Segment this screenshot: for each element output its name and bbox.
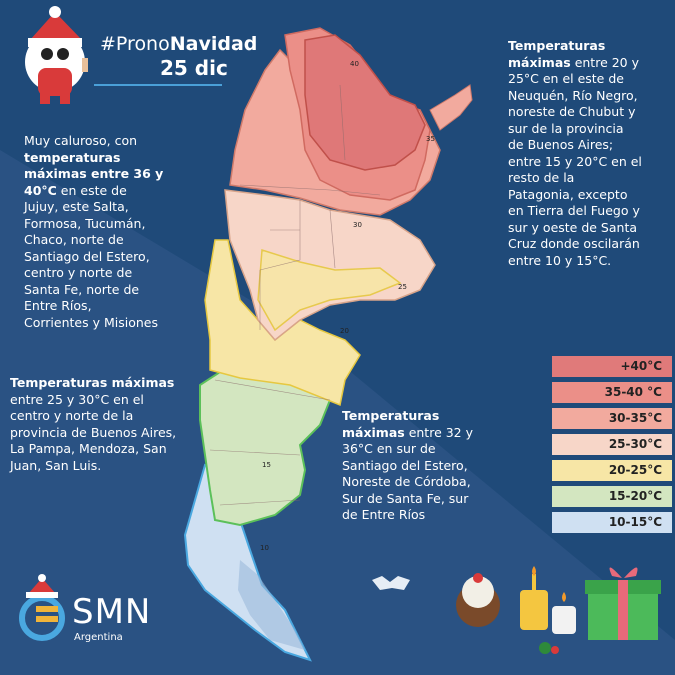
header-underline [94, 84, 222, 86]
legend-item-30-35: 30-35°C [552, 408, 672, 429]
south-region-text: Temperaturas máximas entre 20 y 25°C en … [508, 38, 642, 268]
santa-illustration [25, 6, 88, 104]
legend-item-15-20: 15-20°C [552, 486, 672, 507]
misiones-zone [429, 84, 473, 131]
legend-item-20-25: 20-25°C [552, 460, 672, 481]
argentina-map: 40 35 30 25 20 15 10 [183, 27, 473, 662]
province-borders [209, 84, 381, 506]
background-diagonal-band [0, 150, 675, 675]
isotherm-label-10: 10 [260, 544, 269, 552]
legend-item-10-15: 10-15°C [552, 512, 672, 533]
hashtag-prefix: #Prono [100, 33, 170, 55]
middle-region-text: Temperaturas máximas entre 32 y 36°C en … [342, 408, 474, 522]
hashtag-bold: Navidad [169, 33, 258, 55]
smn-logo-mark [19, 574, 65, 641]
center-region-text: Temperaturas máximas entre 25 y 30°C en … [10, 375, 177, 473]
malvinas-islands [372, 576, 410, 590]
smn-logo-text: SMN [72, 592, 152, 632]
zone-20-25 [204, 239, 361, 407]
legend-item-25-30: 25-30°C [552, 434, 672, 455]
isotherm-label-35: 35 [426, 135, 435, 143]
north-region-text: Muy caluroso, con temperaturas máximas e… [24, 133, 164, 330]
forecast-date: 25 dic [160, 56, 228, 80]
zone-plus-40 [304, 34, 426, 171]
isotherm-label-30: 30 [353, 221, 362, 229]
christmas-decorations [456, 566, 661, 654]
zone-20-25-upper [257, 249, 402, 332]
isotherm-label-15: 15 [262, 461, 271, 469]
hashtag-title: #PronoNavidad [100, 33, 257, 55]
tierra-del-fuego-shade [238, 560, 305, 650]
isotherm-label-20: 20 [340, 327, 349, 335]
isotherm-label-40: 40 [350, 60, 359, 68]
isotherm-label-25: 25 [398, 283, 407, 291]
legend-item-plus40: +40°C [552, 356, 672, 377]
legend-item-35-40: 35-40 °C [552, 382, 672, 403]
smn-logo-subtitle: Argentina [74, 632, 123, 643]
